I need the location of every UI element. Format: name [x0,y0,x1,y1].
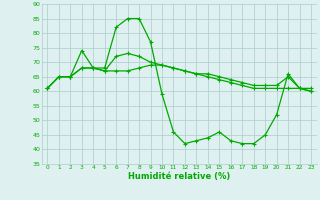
X-axis label: Humidité relative (%): Humidité relative (%) [128,172,230,181]
